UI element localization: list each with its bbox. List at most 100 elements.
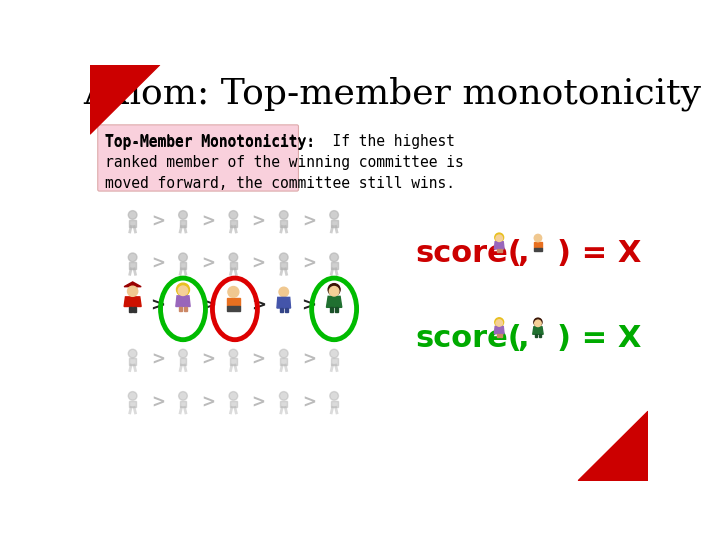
Bar: [184, 307, 186, 310]
Polygon shape: [124, 297, 141, 307]
Bar: [129, 307, 132, 312]
Text: Top-Member Monotonicity:: Top-Member Monotonicity:: [104, 134, 315, 150]
Text: ) = X: ) = X: [557, 239, 642, 268]
Circle shape: [329, 287, 339, 296]
Bar: [330, 262, 338, 269]
Bar: [330, 307, 333, 312]
Circle shape: [128, 392, 137, 400]
Polygon shape: [227, 306, 240, 312]
Bar: [330, 358, 338, 365]
Circle shape: [534, 234, 541, 242]
Circle shape: [279, 211, 288, 219]
Polygon shape: [277, 298, 291, 308]
Polygon shape: [90, 65, 160, 134]
Bar: [500, 249, 502, 252]
Circle shape: [228, 287, 239, 298]
Circle shape: [179, 286, 188, 295]
Polygon shape: [534, 247, 542, 251]
Text: Axiom: Top-member monotonicity: Axiom: Top-member monotonicity: [84, 77, 701, 111]
Text: >: >: [302, 297, 316, 315]
Bar: [500, 334, 502, 336]
Circle shape: [330, 349, 338, 358]
Circle shape: [179, 211, 187, 219]
Bar: [179, 220, 186, 226]
Circle shape: [179, 253, 187, 261]
Bar: [497, 249, 498, 252]
Text: Top-Member Monotonicity:  If the highest
ranked member of the winning committee : Top-Member Monotonicity: If the highest …: [104, 134, 464, 191]
Circle shape: [495, 318, 503, 327]
Text: ) = X: ) = X: [557, 323, 642, 353]
Polygon shape: [124, 282, 141, 287]
Bar: [280, 220, 287, 226]
Text: >: >: [302, 254, 316, 273]
Circle shape: [495, 233, 503, 242]
Circle shape: [279, 253, 288, 261]
Text: >: >: [150, 350, 165, 369]
Text: >: >: [201, 297, 216, 315]
Polygon shape: [533, 327, 543, 334]
Bar: [280, 358, 287, 365]
Circle shape: [279, 392, 288, 400]
Circle shape: [328, 284, 340, 295]
Text: score(: score(: [415, 239, 522, 268]
Text: >: >: [150, 393, 165, 411]
Circle shape: [127, 286, 138, 296]
Text: >: >: [302, 212, 316, 230]
Circle shape: [179, 349, 187, 358]
Text: ,: ,: [518, 239, 529, 268]
Text: >: >: [201, 393, 215, 411]
Text: >: >: [201, 254, 215, 273]
Circle shape: [279, 287, 289, 296]
Circle shape: [179, 392, 187, 400]
Polygon shape: [578, 411, 648, 481]
Bar: [330, 401, 338, 408]
Text: >: >: [251, 297, 266, 315]
Bar: [179, 307, 182, 310]
Text: >: >: [251, 350, 266, 369]
Text: >: >: [150, 212, 165, 230]
Bar: [230, 262, 237, 269]
Bar: [330, 220, 338, 226]
Bar: [280, 262, 287, 269]
Text: >: >: [150, 297, 166, 315]
Circle shape: [496, 320, 503, 326]
Circle shape: [176, 283, 189, 296]
Bar: [179, 262, 186, 269]
Circle shape: [330, 392, 338, 400]
Bar: [129, 401, 136, 408]
Bar: [230, 401, 237, 408]
Bar: [280, 401, 287, 408]
Bar: [179, 401, 186, 408]
Polygon shape: [534, 242, 542, 247]
Text: >: >: [150, 254, 165, 273]
Bar: [230, 358, 237, 365]
Polygon shape: [176, 296, 190, 307]
Circle shape: [128, 211, 137, 219]
Bar: [285, 308, 287, 312]
Bar: [133, 307, 136, 312]
Polygon shape: [495, 242, 504, 249]
Bar: [280, 308, 283, 312]
Circle shape: [229, 253, 238, 261]
Circle shape: [229, 211, 238, 219]
Bar: [539, 334, 541, 337]
Bar: [129, 358, 136, 365]
Bar: [230, 220, 237, 226]
Text: >: >: [201, 350, 215, 369]
Text: score(: score(: [415, 323, 522, 353]
FancyBboxPatch shape: [98, 125, 299, 191]
Polygon shape: [495, 327, 504, 334]
Circle shape: [535, 320, 541, 327]
Polygon shape: [227, 298, 240, 306]
Text: >: >: [201, 212, 215, 230]
Circle shape: [330, 253, 338, 261]
Circle shape: [496, 235, 503, 241]
Text: ,: ,: [518, 323, 529, 353]
Text: >: >: [302, 393, 316, 411]
Text: >: >: [251, 254, 266, 273]
Bar: [497, 334, 498, 336]
Circle shape: [229, 349, 238, 358]
Bar: [179, 358, 186, 365]
Text: >: >: [302, 350, 316, 369]
Polygon shape: [326, 296, 342, 307]
